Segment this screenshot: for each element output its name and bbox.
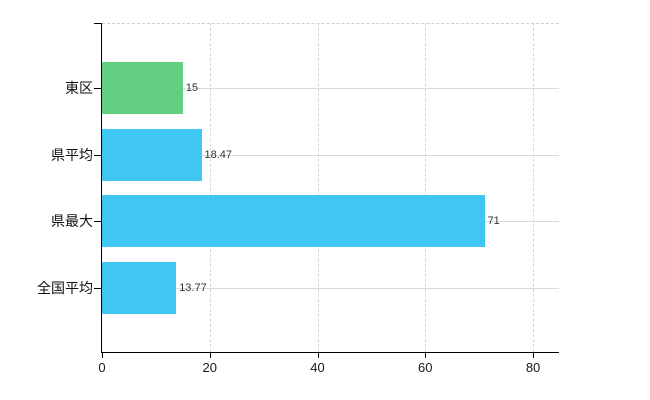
x-axis-tick [317,352,319,358]
horizontal-gridline [102,154,559,156]
vertical-gridline [209,23,211,352]
bar-value-label: 15 [185,82,199,94]
plot-top-border [102,23,559,24]
plot-area: 15 18.47 71 13.77 0 20 40 60 80 [94,23,559,375]
bar [102,128,202,181]
bar-value-label: 71 [487,215,500,227]
bar [102,261,177,314]
x-axis-tick [209,352,211,358]
horizontal-gridline [102,88,559,89]
category-label: 県平均 [51,146,93,163]
category-label: 県最大 [51,213,93,229]
x-axis-tick [425,352,427,358]
y-axis-tick [94,287,102,289]
category-label: 全国平均 [37,279,93,296]
category-label: 東区 [65,80,93,96]
vertical-gridline [533,23,535,352]
bar [102,195,485,247]
x-axis-tick [533,352,535,358]
x-axis-tick [102,352,103,358]
x-axis-tick-label: 60 [418,360,433,375]
x-axis-tick-label: 20 [202,360,217,375]
bar-value-label: 13.77 [179,281,207,294]
horizontal-gridline [102,287,559,289]
vertical-gridline [425,23,427,352]
y-axis-tick [94,154,102,156]
y-axis-tick [94,88,102,89]
vertical-gridline [317,23,319,352]
x-axis-tick-label: 0 [98,360,106,375]
y-axis-top-tick [94,23,102,24]
x-axis-tick-label: 80 [525,360,541,375]
bar-value-label: 18.47 [204,148,233,161]
y-axis-tick [94,221,102,222]
x-axis-tick-label: 40 [310,360,325,375]
bar [102,62,183,114]
